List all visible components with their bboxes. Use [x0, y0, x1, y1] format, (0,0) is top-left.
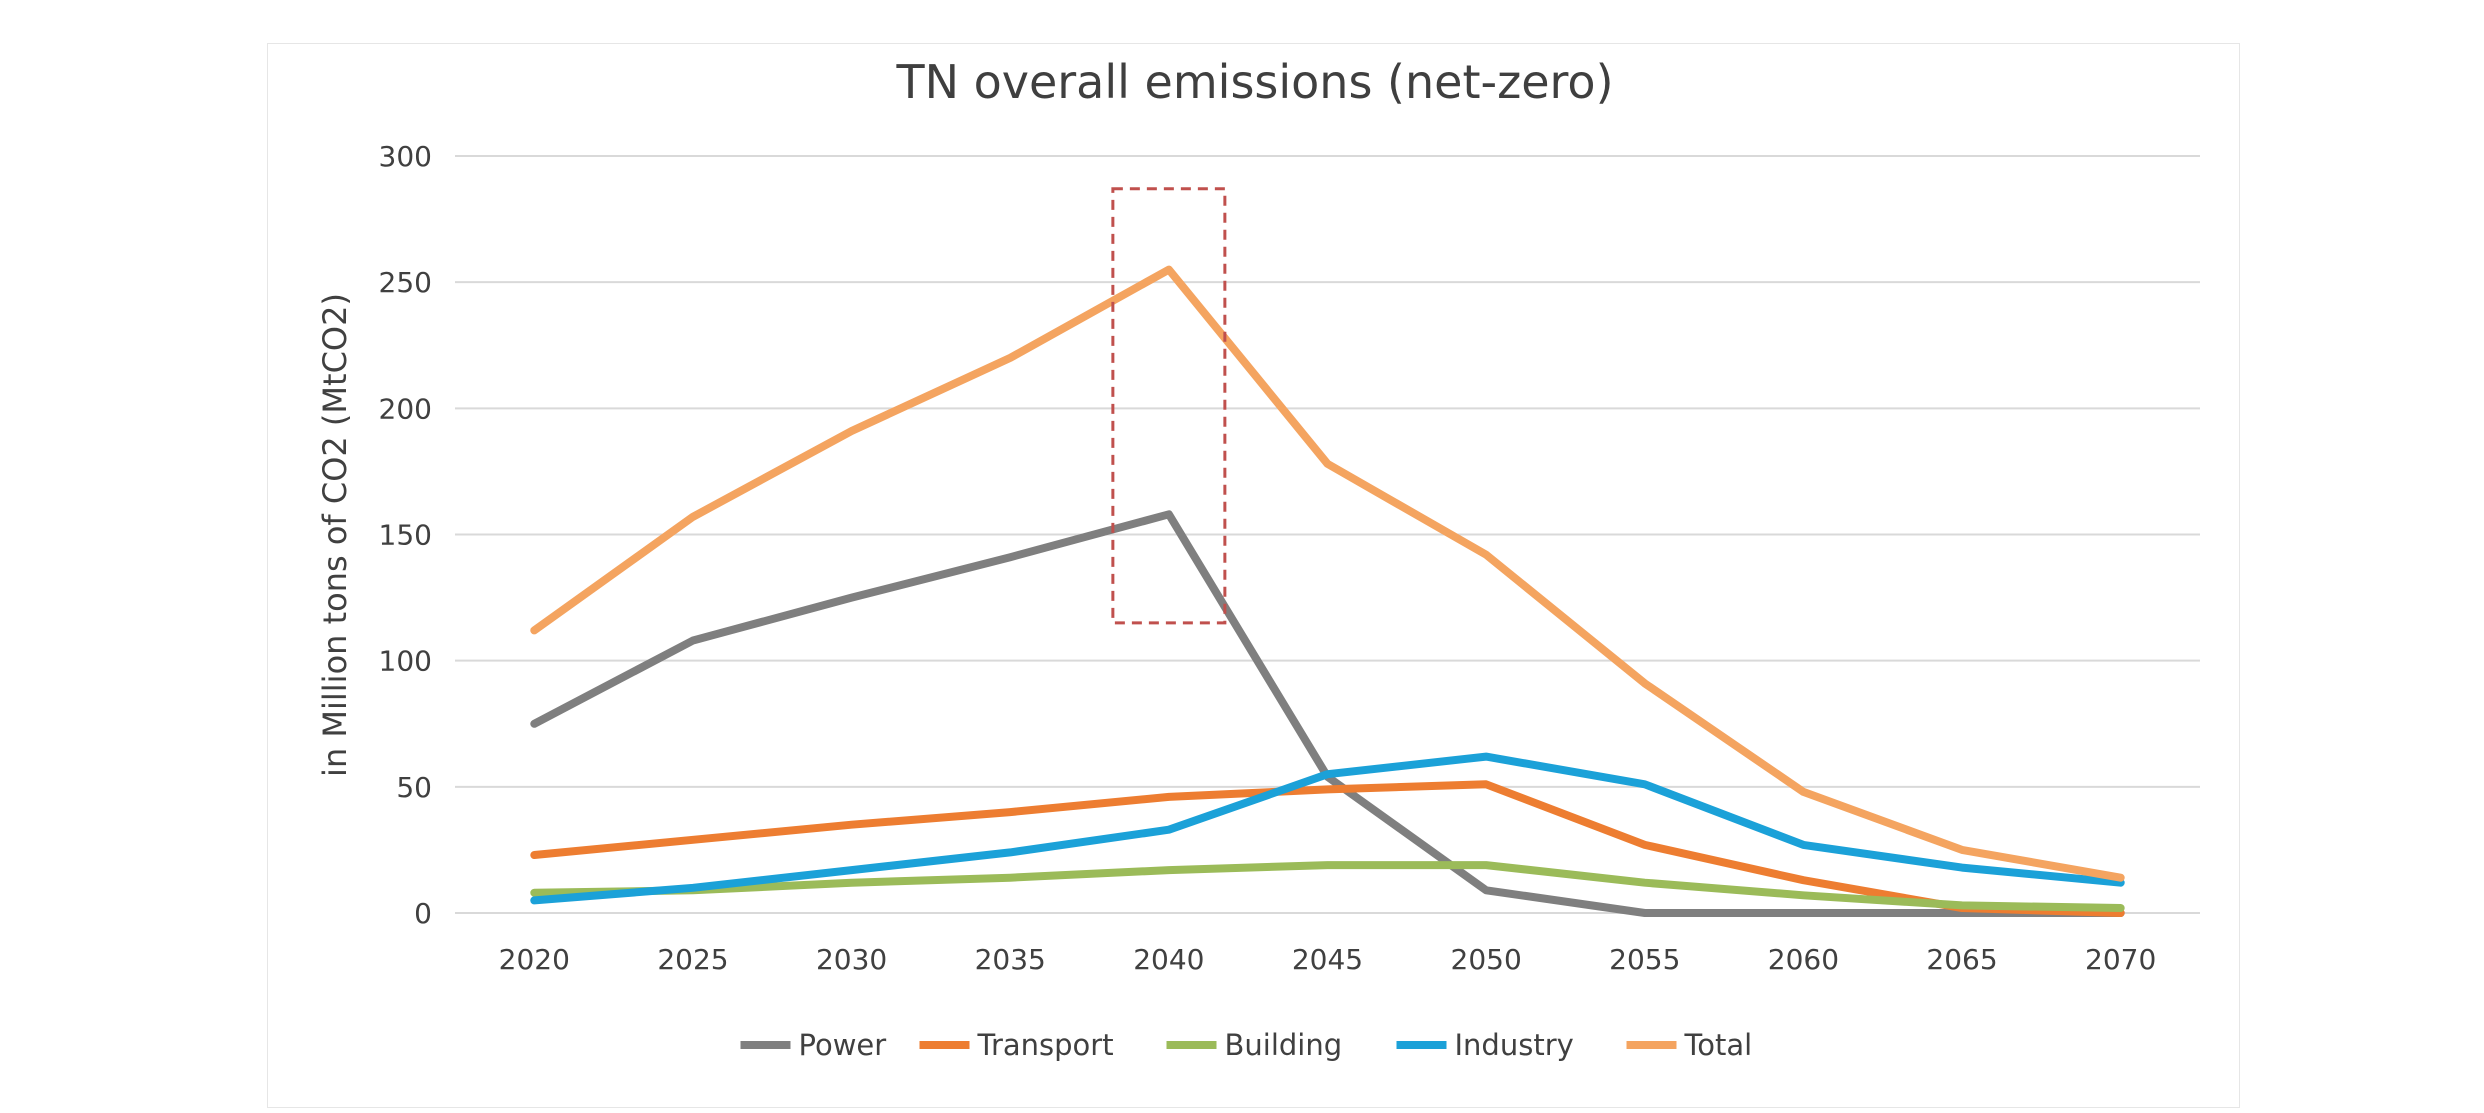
- x-tick-label: 2060: [1768, 943, 1839, 976]
- y-tick-label: 100: [379, 645, 432, 678]
- series-lines: [530, 265, 2125, 917]
- y-axis-label: in Million tons of CO2 (MtCO2): [316, 293, 354, 777]
- y-tick-label: 0: [414, 897, 432, 930]
- x-tick-label: 2020: [499, 943, 570, 976]
- x-tick-label: 2045: [1292, 943, 1363, 976]
- x-tick-label: 2025: [657, 943, 728, 976]
- y-tick-label: 250: [379, 266, 432, 299]
- y-axis-ticks: 0 50 100 150 200 250 300: [379, 140, 432, 930]
- chart-frame: [267, 43, 2240, 1108]
- x-tick-label: 2055: [1609, 943, 1680, 976]
- legend: Power Transport Building Industry Total: [740, 1028, 1753, 1062]
- annotations: [1111, 187, 1227, 625]
- series-line-industry: [530, 752, 2125, 905]
- gridlines: [455, 155, 2200, 914]
- series-line-total: [530, 265, 2125, 882]
- legend-label-transport: Transport: [977, 1028, 1114, 1062]
- y-tick-label: 50: [396, 771, 432, 804]
- legend-label-power: Power: [799, 1028, 887, 1062]
- highlight-dashed-box: [1111, 187, 1227, 625]
- y-tick-label: 300: [379, 140, 432, 173]
- x-tick-label: 2040: [1133, 943, 1204, 976]
- legend-label-building: Building: [1225, 1028, 1343, 1062]
- x-axis-ticks: 2020 2025 2030 2035 2040 2045 2050 2055 2060 2065…: [499, 943, 2157, 976]
- x-tick-label: 2050: [1451, 943, 1522, 976]
- x-tick-label: 2030: [816, 943, 887, 976]
- x-tick-label: 2065: [1926, 943, 1997, 976]
- series-line-transport: [530, 780, 2125, 917]
- legend-label-total: Total: [1684, 1028, 1753, 1062]
- legend-label-industry: Industry: [1455, 1028, 1574, 1062]
- y-tick-label: 200: [379, 392, 432, 425]
- chart-title: TN overall emissions (net-zero): [895, 55, 1613, 109]
- x-tick-label: 2035: [975, 943, 1046, 976]
- y-tick-label: 150: [379, 519, 432, 552]
- x-tick-label: 2070: [2085, 943, 2156, 976]
- series-line-building: [530, 861, 2125, 912]
